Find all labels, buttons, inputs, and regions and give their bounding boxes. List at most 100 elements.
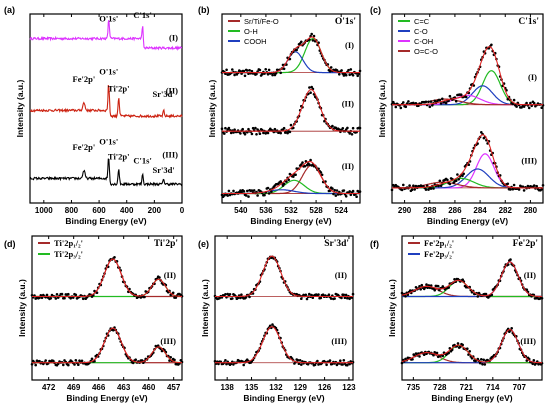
data-point: [481, 363, 484, 366]
data-point: [224, 126, 227, 130]
data-point: [344, 293, 348, 297]
fit-component: [392, 70, 543, 106]
data-point: [74, 359, 78, 362]
data-point: [54, 297, 58, 300]
data-point: [429, 187, 433, 190]
data-point: [331, 124, 334, 128]
peak-annotation: O'1s': [99, 14, 118, 24]
data-point: [143, 295, 146, 299]
plot-frame: [391, 13, 544, 204]
y-axis-label: Intensity (a.u.): [17, 279, 27, 337]
data-point: [431, 104, 434, 107]
data-point: [506, 97, 510, 101]
plot-frame: [401, 235, 543, 381]
data-point: [308, 163, 311, 166]
x-tick-label: 532: [284, 206, 298, 215]
data-point: [394, 105, 398, 109]
data-point: [340, 69, 343, 72]
data-point: [439, 184, 443, 188]
panel-title: C'1s': [518, 17, 539, 27]
data-point: [515, 105, 518, 108]
data-point: [239, 132, 242, 135]
data-point: [347, 68, 350, 72]
data-point: [410, 188, 414, 191]
data-point: [461, 343, 465, 347]
data-point: [134, 358, 137, 362]
data-point: [309, 91, 312, 94]
x-tick-label: 463: [117, 383, 131, 392]
data-point: [342, 293, 346, 297]
data-point: [233, 128, 236, 131]
x-tick-label: 728: [433, 383, 447, 392]
x-tick-label: 472: [42, 383, 56, 392]
fit-envelope: [222, 161, 360, 195]
data-point: [300, 163, 303, 166]
x-tick-label: 466: [92, 383, 106, 392]
data-point: [509, 258, 512, 261]
data-point: [441, 97, 444, 101]
peak-annotation: C'1s': [133, 155, 151, 165]
data-point: [213, 359, 217, 363]
data-point: [448, 182, 452, 186]
data-point: [336, 193, 340, 196]
data-point: [540, 297, 544, 300]
x-tick-label: 280: [524, 206, 538, 215]
data-point: [344, 195, 348, 198]
x-tick-label: 707: [513, 383, 527, 392]
data-point: [38, 359, 41, 363]
spectrum-label: (III): [331, 336, 347, 346]
data-point: [540, 188, 543, 191]
data-point: [301, 161, 304, 164]
plot-frame: [214, 235, 354, 381]
data-point: [258, 132, 262, 135]
data-point: [247, 195, 250, 198]
data-point: [95, 291, 99, 295]
data-point: [333, 188, 337, 192]
data-point: [404, 295, 407, 298]
data-point: [490, 43, 493, 47]
fit-envelope: [222, 89, 360, 132]
survey-curve-3: [29, 158, 183, 187]
data-point: [316, 359, 319, 363]
data-point: [461, 278, 465, 282]
data-point: [264, 68, 268, 71]
data-point: [439, 102, 443, 105]
y-axis-label: Intensity (a.u.): [207, 80, 217, 138]
panel-title: O'1s': [335, 17, 356, 27]
data-point: [540, 106, 543, 109]
panel-title: Ti'2p': [154, 239, 178, 249]
data-point: [438, 179, 442, 183]
legend-entry: O-H: [244, 27, 258, 36]
data-point: [328, 359, 332, 362]
x-axis-label: Binding Energy (eV): [65, 216, 146, 226]
data-point: [435, 351, 439, 355]
data-point: [311, 296, 315, 300]
data-point: [341, 127, 345, 130]
data-point: [408, 289, 412, 292]
data-point: [331, 187, 334, 190]
data-point: [252, 189, 256, 192]
spectrum-label: (I): [528, 72, 537, 82]
fit-envelope: [401, 261, 542, 298]
plot-frame: [29, 13, 183, 204]
data-point: [350, 133, 354, 136]
data-point: [319, 296, 323, 300]
data-point: [233, 73, 236, 77]
data-point: [338, 128, 341, 131]
spectrum-label: (I): [345, 40, 354, 50]
data-point: [454, 99, 458, 103]
data-point: [236, 296, 240, 300]
data-point: [310, 293, 313, 297]
x-axis-label: Binding Energy (eV): [431, 393, 512, 403]
data-point: [432, 187, 435, 190]
x-tick-label: 1000: [35, 206, 53, 215]
data-point: [517, 188, 521, 191]
data-point: [529, 101, 532, 105]
data-point: [246, 69, 249, 72]
data-point: [541, 184, 545, 187]
data-point: [447, 351, 451, 355]
data-point: [332, 192, 335, 196]
data-point: [427, 100, 430, 104]
data-point: [510, 327, 513, 330]
data-point: [67, 292, 70, 296]
